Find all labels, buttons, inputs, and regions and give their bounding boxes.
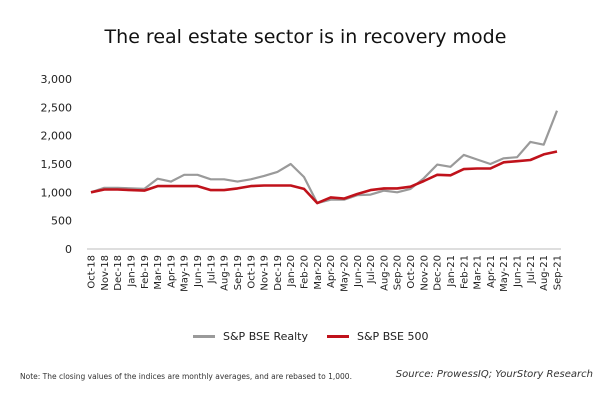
x-tick-label: Jun-21 — [513, 255, 524, 288]
x-tick-label: Dec-20 — [433, 255, 444, 291]
x-axis: Oct-18 Nov-18 Dec-18 Jan-19 Feb-19 Mar-19 Apr-… — [87, 255, 564, 292]
x-tick-label: Sep-19 — [233, 255, 244, 290]
y-tick-label: 2,500 — [41, 101, 73, 114]
y-axis: 0 500 1,000 1,500 2,000 2,500 3,000 — [41, 73, 73, 256]
legend: S&P BSE Realty S&P BSE 500 — [0, 330, 611, 350]
y-tick-label: 1,000 — [41, 186, 73, 199]
x-tick-label: Feb-20 — [300, 255, 311, 289]
x-tick-label: Jul-19 — [206, 255, 217, 284]
x-tick-label: Nov-20 — [419, 255, 430, 291]
y-tick-label: 500 — [51, 215, 72, 228]
x-tick-label: Mar-19 — [153, 255, 164, 290]
x-tick-label: Oct-18 — [87, 255, 98, 289]
x-tick-label: Feb-21 — [459, 255, 470, 289]
legend-item-realty: S&P BSE Realty — [193, 330, 308, 343]
x-tick-label: Oct-19 — [246, 255, 257, 289]
x-tick-label: Nov-19 — [260, 255, 271, 291]
x-tick-label: Apr-21 — [486, 255, 497, 288]
x-tick-label: Nov-18 — [100, 255, 111, 291]
legend-label-realty: S&P BSE Realty — [223, 330, 309, 343]
x-tick-label: Jun-20 — [353, 255, 364, 288]
x-tick-label: Jan-19 — [126, 255, 137, 288]
x-tick-label: Feb-19 — [140, 255, 151, 289]
footnote: Note: The closing values of the indices … — [20, 372, 352, 381]
y-tick-label: 2,000 — [41, 130, 73, 143]
series-line-realty — [90, 110, 559, 205]
legend-swatch-bse500 — [327, 335, 349, 338]
x-tick-label: Jul-21 — [526, 255, 537, 284]
chart-title: The real estate sector is in recovery mo… — [104, 26, 507, 48]
source-credit: Source: ProwessIQ; YourStory Research — [395, 369, 593, 380]
x-tick-label: Apr-19 — [166, 255, 177, 288]
x-tick-label: Aug-21 — [539, 255, 550, 291]
x-tick-label: Jan-20 — [286, 255, 297, 288]
y-tick-label: 1,500 — [41, 158, 73, 171]
x-tick-label: Aug-20 — [379, 255, 390, 291]
series-line-bse500 — [90, 150, 558, 205]
x-tick-label: Mar-20 — [313, 255, 324, 290]
x-tick-label: Oct-20 — [406, 255, 417, 289]
y-tick-label: 3,000 — [41, 73, 73, 86]
x-tick-label: Aug-19 — [220, 255, 231, 291]
x-tick-label: Dec-18 — [113, 255, 124, 291]
y-tick-label: 0 — [65, 243, 72, 256]
legend-label-bse500: S&P BSE 500 — [357, 330, 429, 343]
legend-swatch-realty — [193, 335, 215, 338]
legend-item-bse500: S&P BSE 500 — [327, 330, 428, 343]
x-tick-label: Jul-20 — [366, 255, 377, 284]
x-tick-label: Apr-20 — [326, 255, 337, 288]
x-tick-label: Sep-21 — [553, 255, 564, 290]
x-tick-label: May-20 — [339, 255, 350, 292]
x-tick-label: Dec-19 — [273, 255, 284, 291]
x-tick-label: Mar-21 — [473, 255, 484, 290]
x-tick-label: May-19 — [180, 255, 191, 292]
x-tick-label: Sep-20 — [393, 255, 404, 290]
x-tick-label: May-21 — [499, 255, 510, 292]
x-tick-label: Jan-21 — [446, 255, 457, 288]
x-tick-label: Jun-19 — [193, 255, 204, 288]
series-layer — [90, 110, 559, 205]
